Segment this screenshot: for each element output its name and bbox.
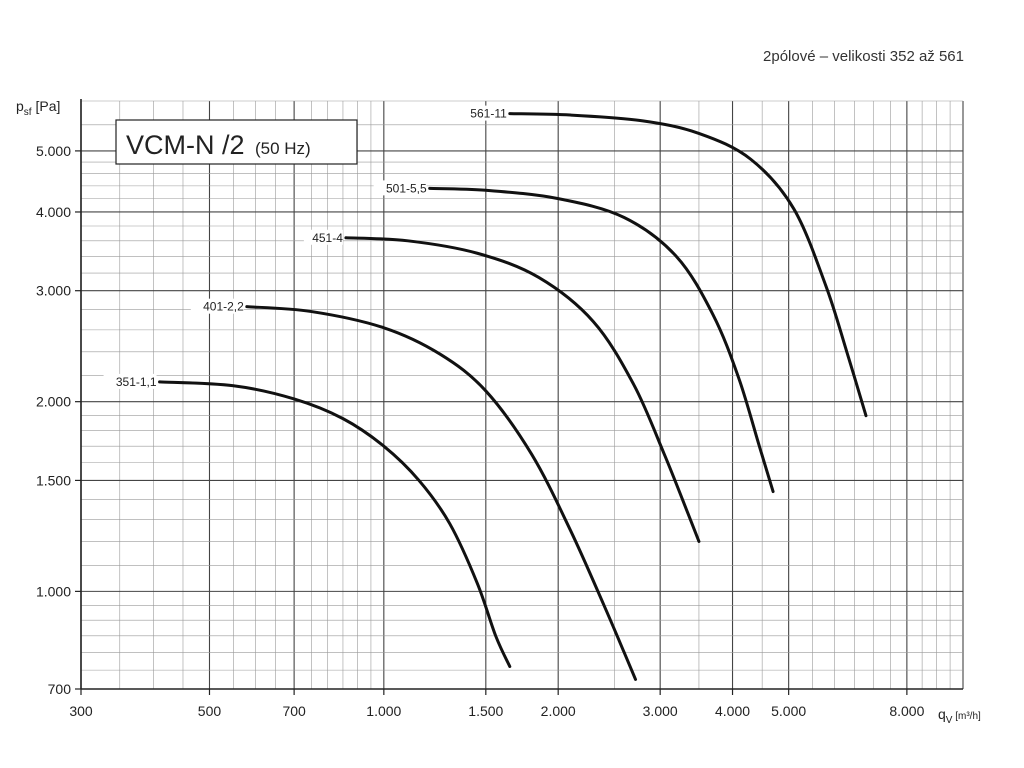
curve-label-bg xyxy=(373,180,427,196)
y-tick-label: 1.500 xyxy=(36,472,71,488)
curve-0 xyxy=(158,380,512,668)
curve-1 xyxy=(245,305,638,681)
curve-3 xyxy=(428,186,775,494)
series-group xyxy=(158,112,868,681)
y-tick-label: 5.000 xyxy=(36,143,71,159)
model-box: VCM-N /2 (50 Hz) xyxy=(115,119,358,165)
grid xyxy=(80,100,964,690)
y-tick-labels: 700 1.000 1.500 2.000 3.000 4.000 5.000 xyxy=(36,143,71,697)
model-frequency: (50 Hz) xyxy=(255,139,311,158)
curve-label-0: 351-1,1 xyxy=(116,375,157,389)
y-tick-label: 2.000 xyxy=(36,394,71,410)
curve-label-bg xyxy=(103,373,157,389)
curve-label-3: 501-5,5 xyxy=(386,181,427,195)
y-tick-label: 4.000 xyxy=(36,204,71,220)
x-tick-label: 3.000 xyxy=(643,703,678,719)
x-tick-label: 1.000 xyxy=(366,703,401,719)
y-tick-label: 3.000 xyxy=(36,283,71,299)
y-tick-label: 1.000 xyxy=(36,583,71,599)
chart-subtitle: 2pólové – velikosti 352 až 561 xyxy=(763,48,964,65)
curve-label-1: 401-2,2 xyxy=(203,300,244,314)
axes xyxy=(75,99,963,695)
x-tick-label: 2.000 xyxy=(541,703,576,719)
curve-label-2: 451-4 xyxy=(312,231,343,245)
x-tick-label: 5.000 xyxy=(771,703,806,719)
curve-2 xyxy=(344,236,701,543)
curve-label-bg xyxy=(303,229,343,245)
y-tick-label: 700 xyxy=(48,681,72,697)
x-tick-label: 1.500 xyxy=(468,703,503,719)
x-axis-label: qV [m³/h] xyxy=(938,706,981,726)
svg-text:VCM-N /2 (50 Hz): VCM-N /2 (50 Hz) xyxy=(126,130,311,160)
curve-4 xyxy=(508,112,868,418)
curve-label-4: 561-11 xyxy=(470,107,507,121)
model-name: VCM-N /2 xyxy=(126,130,245,160)
x-tick-label: 700 xyxy=(282,703,306,719)
x-tick-label: 500 xyxy=(198,703,222,719)
curve-labels: 351-1,1 401-2,2 451-4 501-5,5 561-11 xyxy=(103,105,507,389)
curve-label-bg xyxy=(190,298,244,314)
x-tick-label: 8.000 xyxy=(889,703,924,719)
y-axis-label: psf [Pa] xyxy=(16,98,60,118)
x-tick-labels: 300 500 700 1.000 1.500 2.000 3.000 4.000 5.000 8… xyxy=(69,703,924,719)
x-tick-label: 4.000 xyxy=(715,703,750,719)
curve-label-bg xyxy=(460,105,507,121)
x-tick-label: 300 xyxy=(69,703,93,719)
